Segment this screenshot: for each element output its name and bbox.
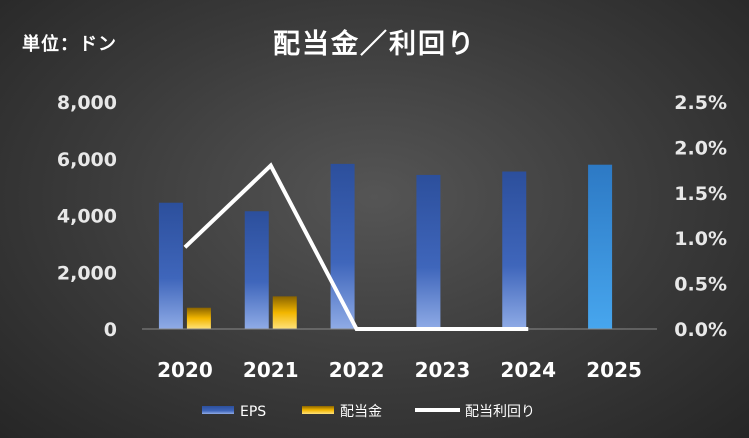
x-tick-label: 2022 bbox=[329, 358, 385, 382]
eps-bar bbox=[158, 202, 183, 329]
x-tick-label: 2020 bbox=[157, 358, 213, 382]
legend-swatch-dividend bbox=[302, 406, 334, 414]
chart-title: 配当金／利回り bbox=[273, 29, 476, 60]
left-tick-label: 6,000 bbox=[57, 149, 117, 171]
left-tick-label: 8,000 bbox=[57, 92, 117, 114]
x-tick-label: 2024 bbox=[500, 358, 556, 382]
legend-label-yield: 配当利回り bbox=[465, 404, 535, 420]
unit-label: 単位：ドン bbox=[22, 34, 117, 55]
right-tick-label: 0.0% bbox=[674, 319, 727, 341]
right-tick-label: 1.0% bbox=[674, 228, 727, 250]
left-tick-label: 2,000 bbox=[57, 262, 117, 284]
left-tick-label: 4,000 bbox=[57, 206, 117, 228]
x-tick-label: 2021 bbox=[243, 358, 299, 382]
eps-bar bbox=[244, 211, 269, 329]
x-tick-label: 2023 bbox=[415, 358, 471, 382]
legend-label-dividend: 配当金 bbox=[340, 404, 382, 420]
eps-bar bbox=[416, 174, 441, 329]
left-tick-label: 0 bbox=[104, 319, 117, 341]
dividend-bar bbox=[272, 296, 297, 329]
right-tick-label: 1.5% bbox=[674, 183, 727, 205]
dividend-bar bbox=[186, 307, 211, 329]
right-tick-label: 0.5% bbox=[674, 274, 727, 296]
right-tick-label: 2.5% bbox=[674, 92, 727, 114]
yield-line bbox=[183, 162, 529, 331]
legend-swatch-eps bbox=[202, 406, 234, 414]
eps-bar bbox=[502, 171, 527, 329]
eps-bar bbox=[588, 164, 613, 329]
legend-label-eps: EPS bbox=[240, 404, 266, 420]
x-tick-label: 2025 bbox=[586, 358, 642, 382]
right-tick-label: 2.0% bbox=[674, 137, 727, 159]
